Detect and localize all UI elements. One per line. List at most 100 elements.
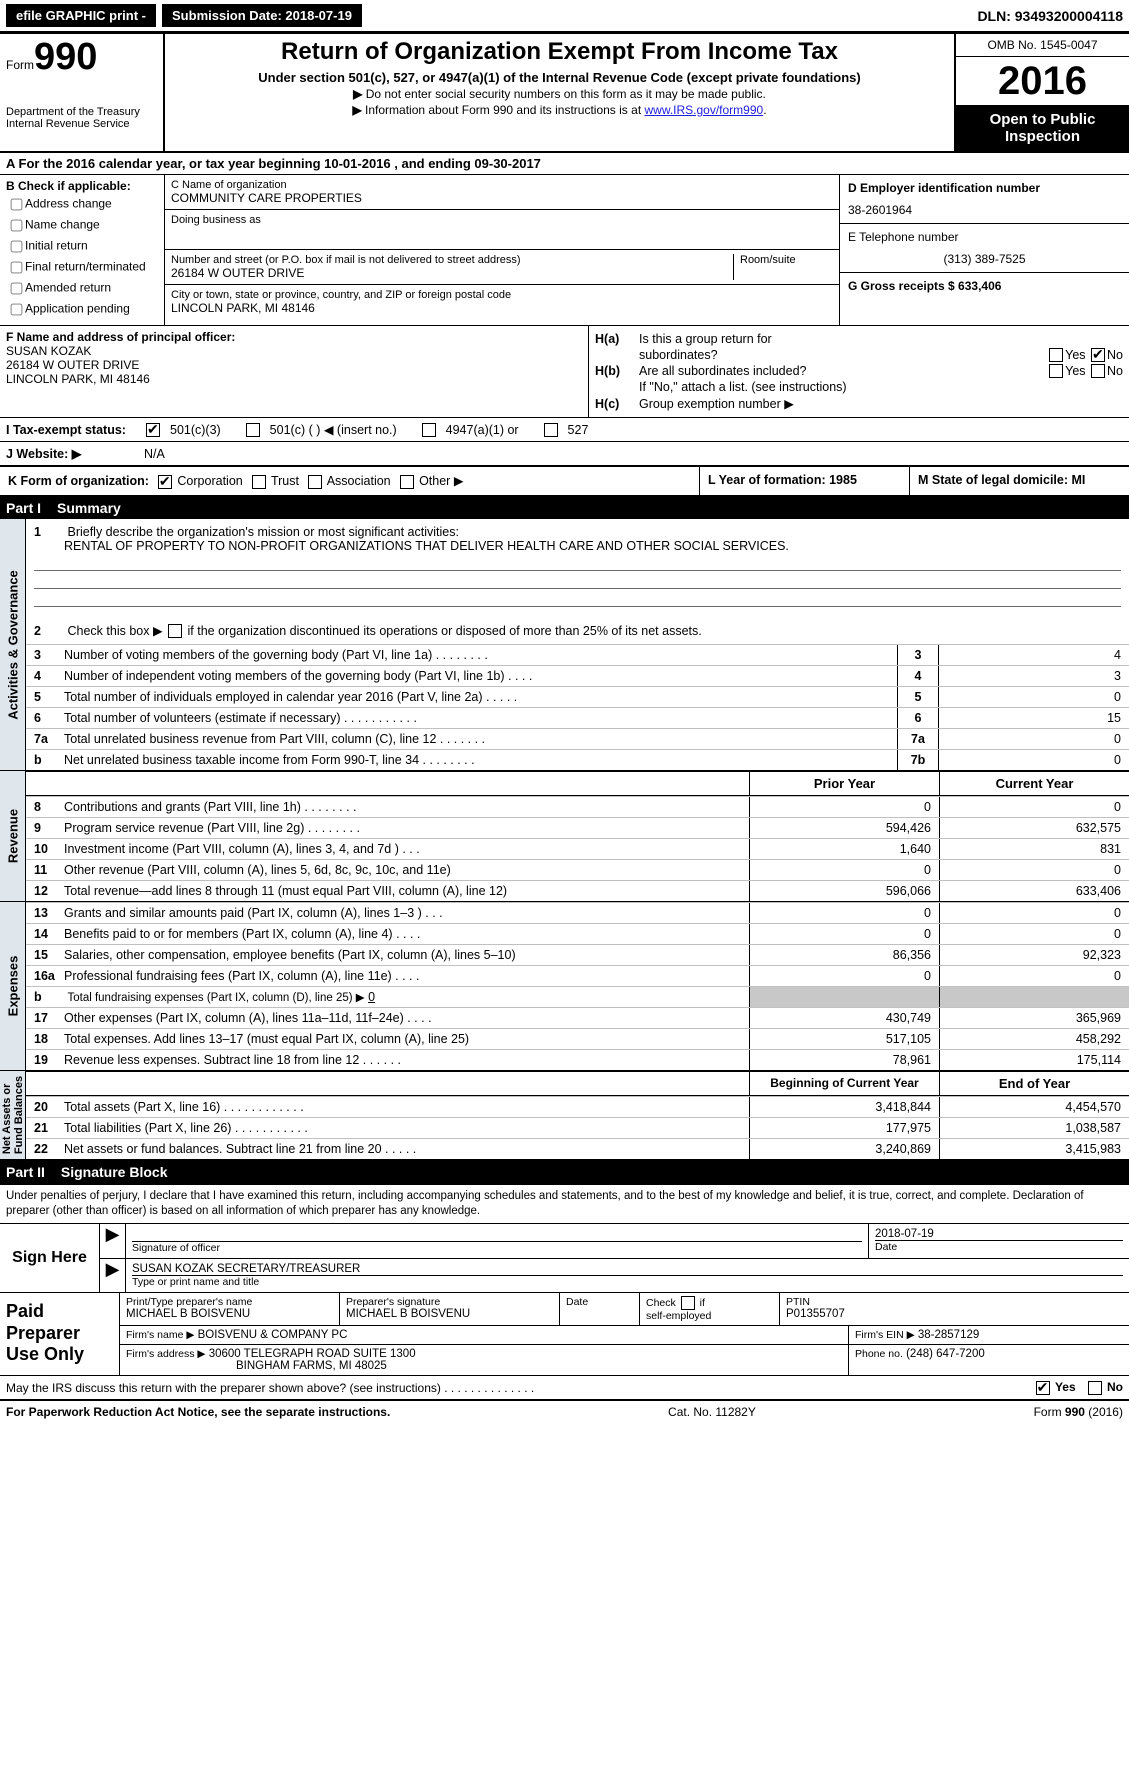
firm-phone-val: (248) 647-7200 bbox=[906, 1348, 985, 1360]
sign-here-block: Sign Here ▶ Signature of officer 2018-07… bbox=[0, 1223, 1129, 1292]
k-other[interactable] bbox=[400, 475, 414, 489]
d-ein-label: D Employer identification number bbox=[848, 181, 1121, 195]
ha-text: Is this a group return for bbox=[639, 332, 772, 346]
k-assoc[interactable] bbox=[308, 475, 322, 489]
firm-phone-label: Phone no. bbox=[855, 1348, 903, 1360]
i-label: I Tax-exempt status: bbox=[6, 423, 136, 437]
chk-amended-return[interactable]: Amended return bbox=[6, 279, 158, 298]
header-note1: Do not enter social security numbers on … bbox=[366, 87, 766, 101]
f-name: SUSAN KOZAK bbox=[6, 344, 582, 358]
sig-type-name-label: Type or print name and title bbox=[132, 1276, 1123, 1288]
j-val: N/A bbox=[144, 447, 165, 461]
sig-name-title: SUSAN KOZAK SECRETARY/TREASURER bbox=[132, 1263, 1123, 1276]
prep-print-label: Print/Type preparer's name bbox=[126, 1296, 333, 1308]
c-city-label: City or town, state or province, country… bbox=[171, 289, 833, 301]
chk-initial-return[interactable]: Initial return bbox=[6, 237, 158, 256]
header-link[interactable]: www.IRS.gov/form990 bbox=[644, 103, 763, 117]
hdr-end: End of Year bbox=[939, 1072, 1129, 1095]
d-tel-val: (313) 389-7525 bbox=[848, 252, 1121, 266]
hb-yes[interactable] bbox=[1049, 364, 1063, 378]
hb-text: Are all subordinates included? bbox=[639, 364, 1047, 378]
line2-text: Check this box ▶ bbox=[67, 624, 162, 638]
part-i-header: Part I Summary bbox=[0, 497, 1129, 519]
f-addr1: 26184 W OUTER DRIVE bbox=[6, 358, 582, 372]
chk-final-return[interactable]: Final return/terminated bbox=[6, 258, 158, 277]
line2-chk[interactable] bbox=[168, 624, 182, 638]
i-501c[interactable] bbox=[246, 423, 260, 437]
i-4947[interactable] bbox=[422, 423, 436, 437]
header-title: Return of Organization Exempt From Incom… bbox=[173, 38, 946, 66]
dln-label: DLN: 93493200004118 bbox=[977, 8, 1123, 24]
vlabel-exp: Expenses bbox=[5, 956, 20, 1017]
k-trust[interactable] bbox=[252, 475, 266, 489]
section-revenue: Revenue Prior Year Current Year 8Contrib… bbox=[0, 771, 1129, 902]
vlabel-gov: Activities & Governance bbox=[5, 570, 20, 720]
prep-sig-label: Preparer's signature bbox=[346, 1296, 553, 1308]
section-net-assets: Net Assets orFund Balances Beginning of … bbox=[0, 1071, 1129, 1161]
rev-line: 8Contributions and grants (Part VIII, li… bbox=[26, 796, 1129, 817]
sig-date-label: Date bbox=[875, 1241, 1123, 1253]
f-addr2: LINCOLN PARK, MI 48146 bbox=[6, 372, 582, 386]
ha-no[interactable] bbox=[1091, 348, 1105, 362]
footer-form: Form 990 (2016) bbox=[1034, 1405, 1123, 1419]
form-number: 990 bbox=[34, 36, 97, 78]
omb-label: OMB No. 1545-0047 bbox=[956, 34, 1129, 57]
self-employed-chk[interactable] bbox=[681, 1296, 695, 1310]
submission-badge: Submission Date: 2018-07-19 bbox=[162, 4, 362, 27]
l-text: L Year of formation: 1985 bbox=[708, 473, 857, 487]
form-header: Form990 Department of the Treasury Inter… bbox=[0, 32, 1129, 151]
chk-application-pending[interactable]: Application pending bbox=[6, 300, 158, 319]
k-corp[interactable] bbox=[158, 475, 172, 489]
header-note2-pre: Information about Form 990 and its instr… bbox=[365, 103, 644, 117]
d-tel-label: E Telephone number bbox=[848, 230, 1121, 244]
line16b-cy bbox=[939, 987, 1129, 1007]
ha-yes[interactable] bbox=[1049, 348, 1063, 362]
prep-sig-val: MICHAEL B BOISVENU bbox=[346, 1308, 553, 1320]
part-ii-title: Signature Block bbox=[61, 1164, 168, 1180]
ptin-label: PTIN bbox=[786, 1296, 1123, 1308]
row-j: J Website: ▶ N/A bbox=[0, 441, 1129, 466]
section-governance: Activities & Governance 1 Briefly descri… bbox=[0, 519, 1129, 772]
dept-line2: Internal Revenue Service bbox=[6, 118, 157, 130]
hdr-beginning: Beginning of Current Year bbox=[749, 1072, 939, 1095]
paid-preparer-block: Paid Preparer Use Only Print/Type prepar… bbox=[0, 1292, 1129, 1375]
discuss-text: May the IRS discuss this return with the… bbox=[6, 1381, 534, 1395]
line16b-py bbox=[749, 987, 939, 1007]
line1-n: 1 bbox=[34, 525, 64, 539]
hb-no[interactable] bbox=[1091, 364, 1105, 378]
hc-text: Group exemption number ▶ bbox=[639, 396, 794, 411]
top-bar: efile GRAPHIC print - Submission Date: 2… bbox=[0, 0, 1129, 32]
exp-line: 13Grants and similar amounts paid (Part … bbox=[26, 902, 1129, 923]
firm-addr-label: Firm's address ▶ bbox=[126, 1348, 206, 1360]
rev-line: 11Other revenue (Part VIII, column (A), … bbox=[26, 859, 1129, 880]
row-klm: K Form of organization: Corporation Trus… bbox=[0, 466, 1129, 497]
firm-ein-val: 38-2857129 bbox=[918, 1329, 979, 1341]
hb-note: If "No," attach a list. (see instruction… bbox=[639, 380, 847, 394]
discuss-yes[interactable] bbox=[1036, 1381, 1050, 1395]
discuss-no[interactable] bbox=[1088, 1381, 1102, 1395]
exp-line: 14Benefits paid to or for members (Part … bbox=[26, 923, 1129, 944]
d-ein-val: 38-2601964 bbox=[848, 203, 1121, 217]
i-501c3[interactable] bbox=[146, 423, 160, 437]
ha-text2: subordinates? bbox=[639, 348, 1047, 362]
b-header: B Check if applicable: bbox=[6, 179, 158, 193]
chk-address-change[interactable]: Address change bbox=[6, 195, 158, 214]
i-527[interactable] bbox=[544, 423, 558, 437]
net-line: 21Total liabilities (Part X, line 26) . … bbox=[26, 1117, 1129, 1138]
page-footer: For Paperwork Reduction Act Notice, see … bbox=[0, 1399, 1129, 1423]
rev-line: 12Total revenue—add lines 8 through 11 (… bbox=[26, 880, 1129, 901]
c-name-label: C Name of organization bbox=[171, 179, 833, 191]
firm-addr2: BINGHAM FARMS, MI 48025 bbox=[236, 1360, 387, 1372]
m-text: M State of legal domicile: MI bbox=[918, 473, 1085, 487]
prep-print-val: MICHAEL B BOISVENU bbox=[126, 1308, 333, 1320]
g-gross-label: G Gross receipts $ 633,406 bbox=[848, 279, 1121, 293]
gov-line: 5Total number of individuals employed in… bbox=[26, 686, 1129, 707]
part-ii-header: Part II Signature Block bbox=[0, 1161, 1129, 1183]
firm-name-val: BOISVENU & COMPANY PC bbox=[198, 1329, 348, 1341]
chk-name-change[interactable]: Name change bbox=[6, 216, 158, 235]
c-dba-label: Doing business as bbox=[171, 214, 833, 226]
section-bcd: B Check if applicable: Address change Na… bbox=[0, 175, 1129, 325]
part-i-label: Part I bbox=[6, 500, 41, 516]
line2-text2: if the organization discontinued its ope… bbox=[188, 624, 702, 638]
exp-line: 17Other expenses (Part IX, column (A), l… bbox=[26, 1007, 1129, 1028]
